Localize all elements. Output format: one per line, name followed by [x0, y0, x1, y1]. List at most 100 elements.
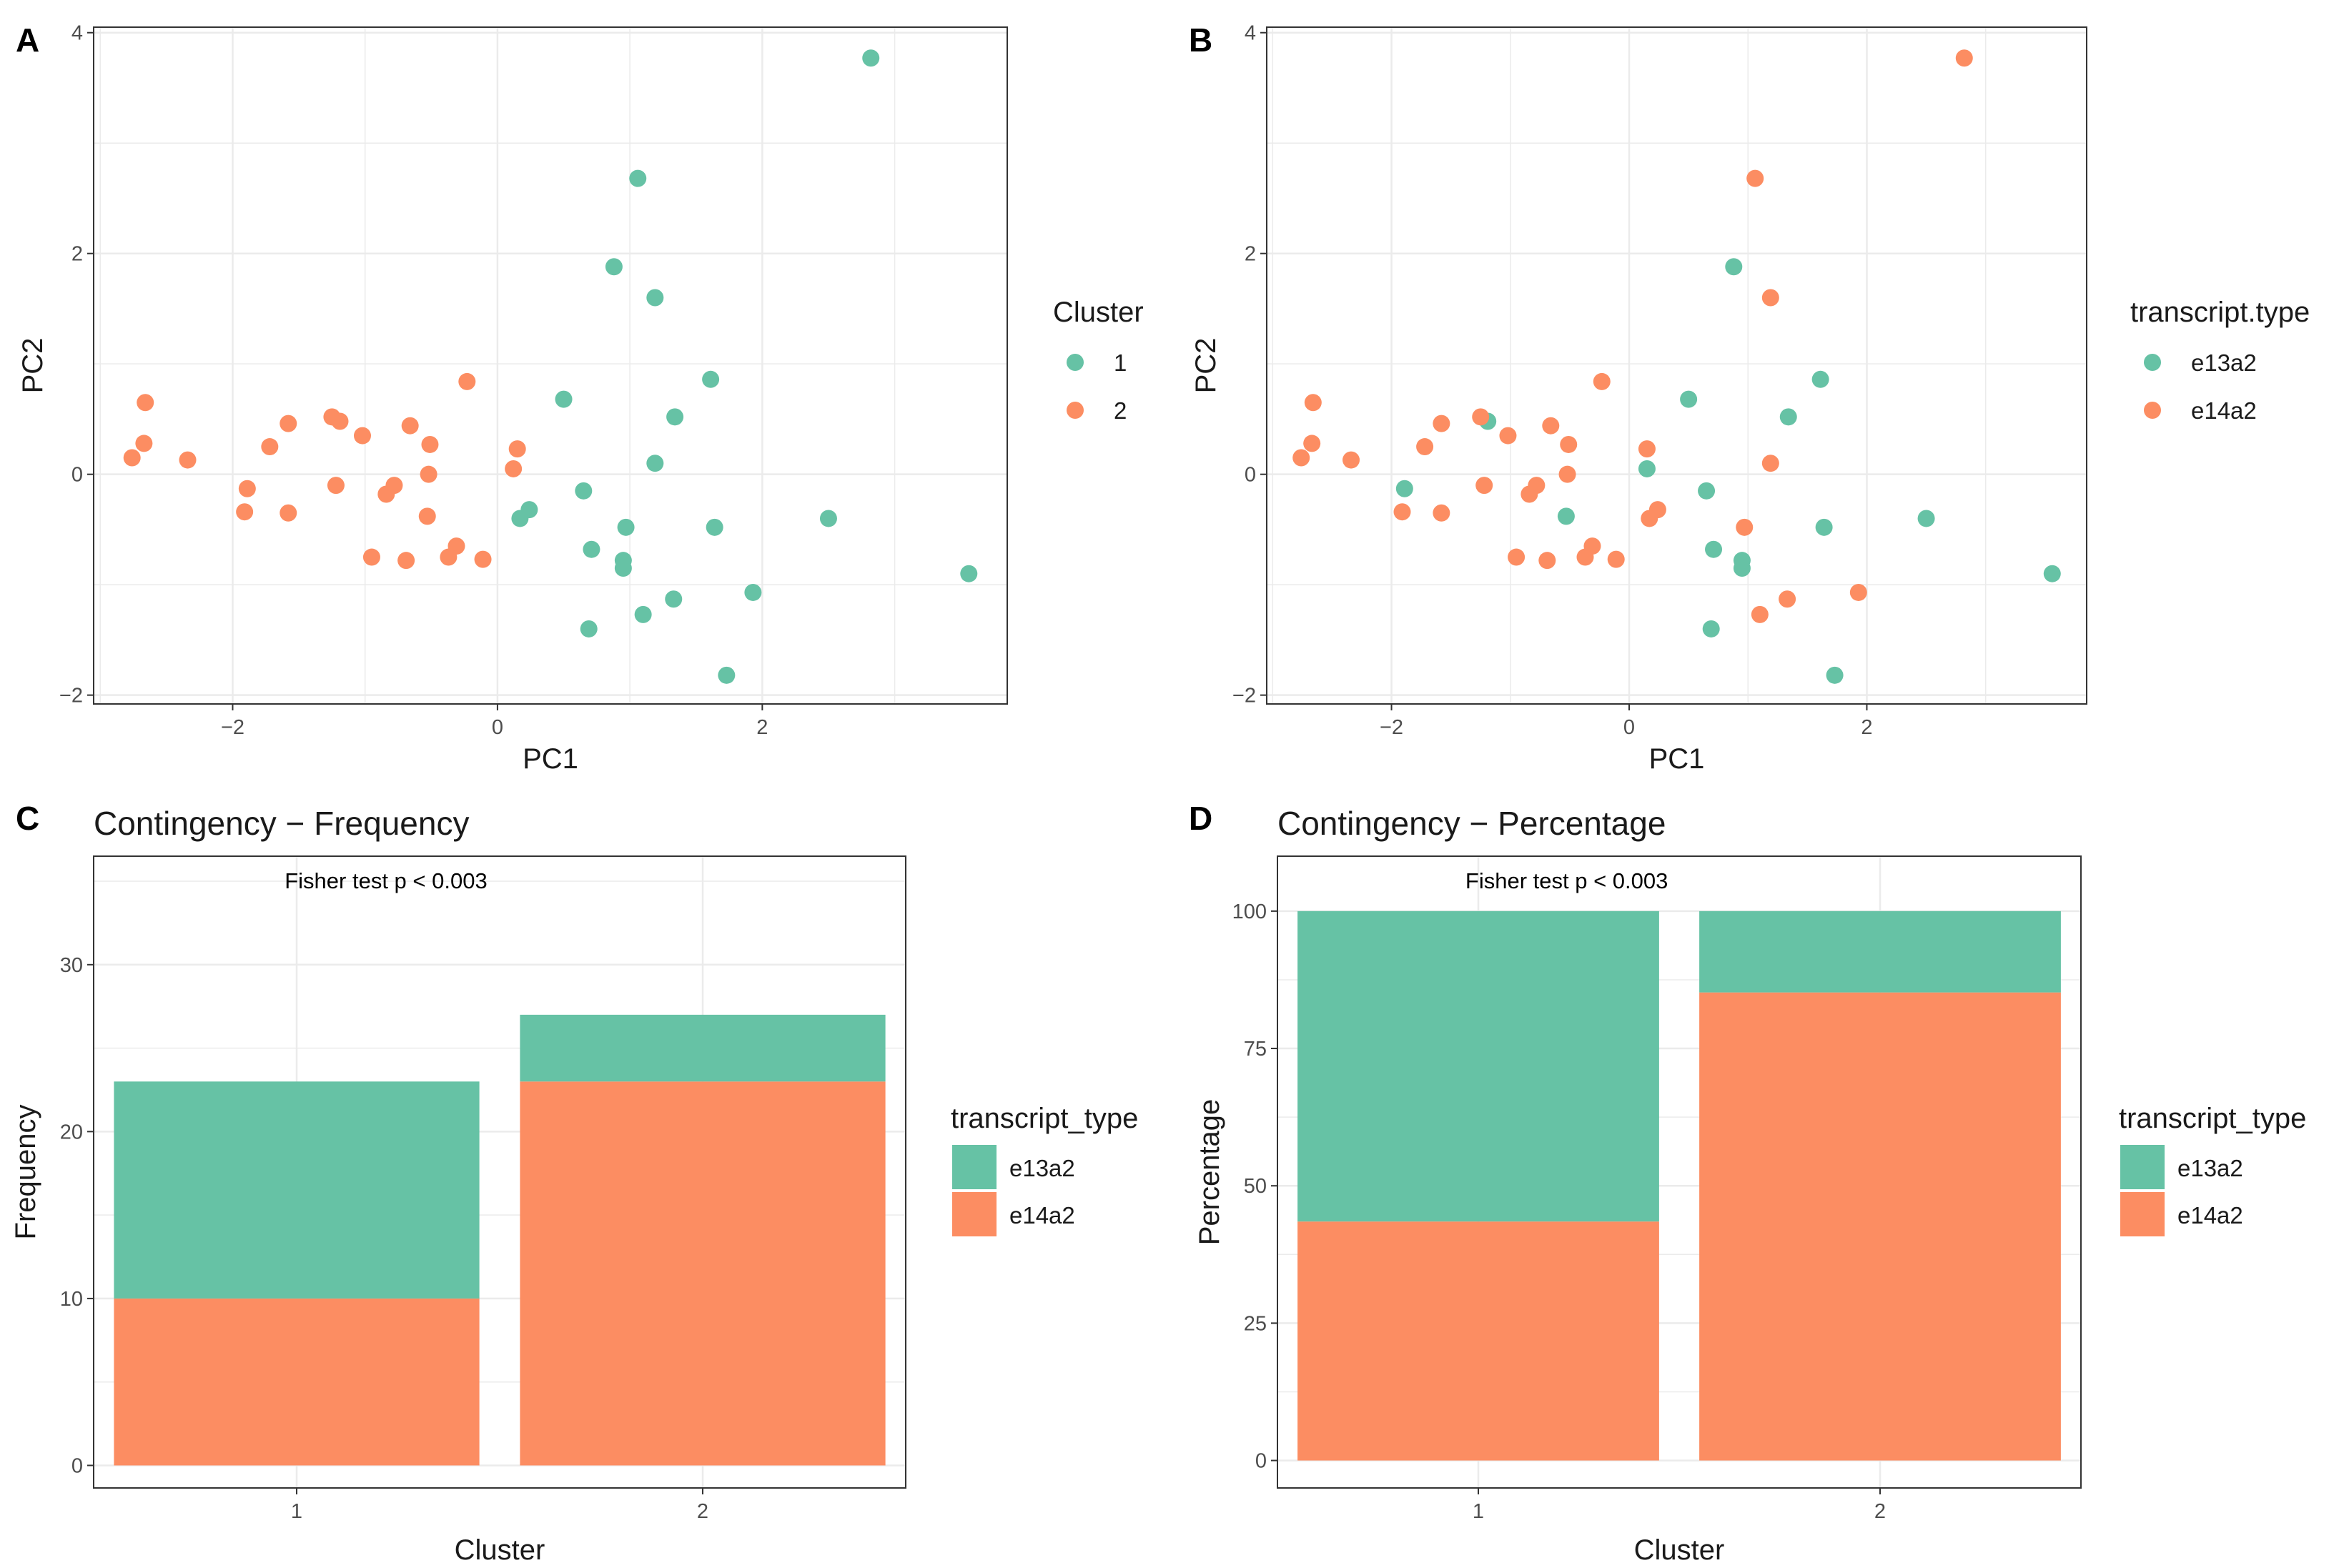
point-series-e13a2: [2043, 565, 2061, 582]
point-series-e14a2: [1576, 548, 1594, 566]
point-series-e13a2: [1705, 540, 1723, 558]
point-series-2: [418, 507, 436, 525]
y-tick-label: 20: [60, 1121, 83, 1143]
point-series-e13a2: [1395, 480, 1413, 497]
y-tick-label: 0: [1255, 1450, 1267, 1473]
x-tick-label: 2: [756, 716, 768, 739]
legend-label: 1: [1114, 349, 1127, 376]
point-series-1: [511, 510, 529, 527]
y-axis: 0 10 20 30: [60, 954, 94, 1477]
point-series-2: [420, 465, 437, 483]
point-series-e14a2: [1475, 477, 1493, 495]
point-series-e14a2: [1736, 518, 1754, 536]
point-series-e14a2: [1558, 465, 1576, 483]
x-tick-label: 2: [1874, 1500, 1886, 1523]
plot-background: [94, 27, 1007, 704]
point-series-e14a2: [1641, 510, 1658, 527]
point-series-e14a2: [1761, 289, 1779, 307]
point-series-e13a2: [1815, 518, 1833, 536]
bars: [1297, 910, 2061, 1461]
point-series-e13a2: [1779, 408, 1797, 426]
chart-title: Contingency − Percentage: [1277, 805, 1666, 842]
plot-background: [1267, 27, 2087, 704]
panel-letter: B: [1189, 21, 1212, 59]
point-series-1: [580, 620, 598, 637]
point-series-2: [123, 449, 141, 467]
legend-label: e13a2: [2191, 349, 2257, 376]
x-axis-title: PC1: [523, 743, 578, 775]
chart-title: Contingency − Frequency: [94, 805, 469, 842]
point-series-2: [179, 451, 197, 469]
point-series-e14a2: [1638, 440, 1656, 458]
x-tick-label: 2: [697, 1500, 708, 1523]
point-series-2: [474, 550, 492, 568]
x-tick-label: 1: [1473, 1500, 1484, 1523]
fisher-annotation: Fisher test p < 0.003: [1465, 868, 1668, 893]
point-series-e14a2: [1779, 590, 1796, 608]
y-axis-title: Percentage: [1194, 1099, 1225, 1246]
y-axis-title: PC2: [1190, 338, 1222, 394]
y-axis: 0 25 50 75 100: [1232, 900, 1277, 1473]
point-series-2: [401, 417, 419, 435]
fisher-annotation: Fisher test p < 0.003: [285, 868, 487, 893]
point-series-e14a2: [1393, 503, 1411, 521]
point-series-2: [280, 415, 297, 432]
bar-e13a2-cluster-1: [1297, 910, 1659, 1222]
y-tick-label: 4: [71, 22, 83, 45]
point-series-2: [458, 372, 476, 390]
bar-e14a2-cluster-2: [520, 1081, 886, 1466]
point-series-1: [744, 583, 762, 601]
point-series-e14a2: [1520, 485, 1538, 503]
point-series-2: [331, 412, 349, 430]
y-tick-label: 0: [71, 1454, 83, 1477]
point-series-e14a2: [1303, 435, 1321, 452]
panel-a: A −2 0 2 4 −2 0 2 PC1 PC2 Cluster 1 2: [16, 21, 1144, 775]
x-tick-label: 0: [492, 716, 503, 739]
point-series-1: [706, 518, 723, 536]
point-series-e13a2: [1826, 666, 1844, 684]
panel-letter: A: [16, 21, 39, 59]
point-series-e13a2: [1733, 559, 1751, 577]
point-series-e13a2: [1680, 390, 1698, 408]
legend-label: e14a2: [2177, 1202, 2243, 1229]
point-series-1: [819, 510, 837, 527]
plot-border: [93, 26, 1008, 705]
legend-key-e14a2: [2120, 1192, 2165, 1236]
legend-label: e13a2: [2177, 1155, 2243, 1181]
point-series-2: [280, 504, 297, 522]
point-series-e14a2: [1593, 372, 1611, 390]
legend: transcript_type e13a2 e14a2: [951, 1103, 1138, 1236]
point-series-e14a2: [1955, 49, 1973, 67]
y-tick-label: 25: [1244, 1312, 1267, 1335]
point-series-e14a2: [1607, 550, 1625, 568]
point-series-2: [362, 548, 380, 566]
x-axis: −2 0 2: [1380, 704, 1873, 739]
x-axis-title: Cluster: [455, 1534, 545, 1566]
y-tick-label: 50: [1244, 1175, 1267, 1198]
legend-title: transcript_type: [2119, 1103, 2306, 1134]
y-tick-label: −2: [1232, 685, 1256, 708]
plot-border: [1266, 26, 2087, 705]
legend-title: transcript.type: [2130, 297, 2310, 328]
x-tick-label: −2: [221, 716, 244, 739]
point-series-2: [508, 440, 526, 458]
bar-e14a2-cluster-2: [1699, 992, 2061, 1461]
points: [123, 49, 978, 684]
point-series-e14a2: [1416, 438, 1434, 456]
y-tick-label: 100: [1232, 900, 1267, 923]
y-tick-label: 2: [1245, 243, 1256, 266]
point-series-e14a2: [1761, 455, 1779, 472]
panel-b: B −2 0 2 4 −2 0 2 PC1 PC2 transcript.type e13a2 e14a…: [1189, 21, 2310, 775]
plot-border: [93, 855, 906, 1489]
point-series-e13a2: [1698, 482, 1716, 500]
point-series-e14a2: [1849, 583, 1867, 601]
point-series-2: [377, 485, 395, 503]
point-series-e13a2: [1811, 370, 1829, 388]
point-series-e13a2: [1917, 510, 1935, 527]
x-axis-title: PC1: [1649, 743, 1705, 775]
point-series-1: [629, 169, 647, 187]
x-axis: −2 0 2: [221, 704, 768, 739]
bar-e14a2-cluster-1: [1297, 1221, 1659, 1461]
legend-title: transcript_type: [951, 1103, 1138, 1134]
